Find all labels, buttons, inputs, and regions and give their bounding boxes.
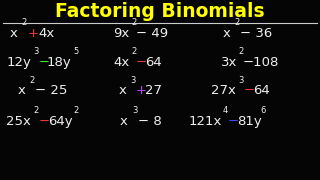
Text: − 8: − 8: [138, 115, 161, 128]
Text: −: −: [38, 56, 50, 69]
Text: 2: 2: [30, 76, 35, 85]
Text: 64y: 64y: [48, 115, 73, 128]
Text: 25x: 25x: [6, 115, 31, 128]
Text: 9x: 9x: [114, 27, 130, 40]
Text: x: x: [118, 84, 126, 97]
Text: 6: 6: [261, 106, 266, 115]
Text: 2: 2: [235, 18, 240, 27]
Text: − 36: − 36: [240, 27, 272, 40]
Text: 3: 3: [34, 47, 39, 56]
Text: 3: 3: [132, 106, 138, 115]
Text: 2: 2: [131, 47, 136, 56]
Text: −: −: [38, 115, 50, 128]
Text: 2: 2: [238, 47, 244, 56]
Text: −: −: [136, 56, 147, 69]
Text: 64: 64: [253, 84, 269, 97]
Text: x: x: [10, 27, 18, 40]
Text: 27x: 27x: [211, 84, 236, 97]
Text: 121x: 121x: [189, 115, 222, 128]
Text: 2: 2: [131, 18, 136, 27]
Text: 4x: 4x: [114, 56, 130, 69]
Text: x: x: [120, 115, 128, 128]
Text: − 49: − 49: [136, 27, 168, 40]
Text: x: x: [18, 84, 26, 97]
Text: 2: 2: [34, 106, 39, 115]
Text: 4: 4: [222, 106, 228, 115]
Text: 4x: 4x: [38, 27, 55, 40]
Text: 27: 27: [145, 84, 162, 97]
Text: 18y: 18y: [46, 56, 71, 69]
Text: 81y: 81y: [237, 115, 261, 128]
Text: +: +: [136, 84, 147, 97]
Text: 5: 5: [74, 47, 79, 56]
Text: 64: 64: [146, 56, 162, 69]
Text: 3: 3: [131, 76, 136, 85]
Text: 12y: 12y: [6, 56, 31, 69]
Text: −: −: [243, 84, 254, 97]
Text: 2: 2: [22, 18, 27, 27]
Text: 3: 3: [238, 76, 244, 85]
Text: x: x: [222, 27, 230, 40]
Text: Factoring Binomials: Factoring Binomials: [55, 2, 265, 21]
Text: −108: −108: [243, 56, 279, 69]
Text: 2: 2: [74, 106, 79, 115]
Text: −: −: [227, 115, 238, 128]
Text: +: +: [27, 27, 38, 40]
Text: 3x: 3x: [221, 56, 237, 69]
Text: − 25: − 25: [35, 84, 68, 97]
